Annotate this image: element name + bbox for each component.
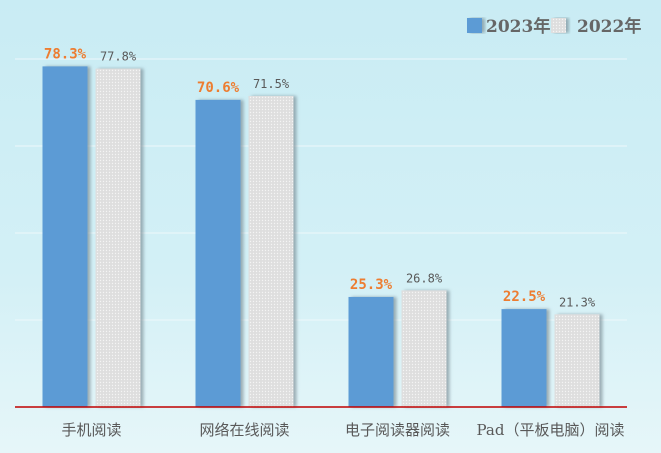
data-label: 26.8% (406, 271, 443, 285)
data-label: 78.3% (44, 46, 87, 62)
legend-label-2023: 2023年 (486, 16, 550, 37)
legend-swatch-2022 (551, 18, 566, 33)
bar-2023 (348, 296, 394, 407)
x-tick-label: 电子阅读器阅读 (345, 421, 450, 439)
data-label: 71.5% (253, 77, 290, 91)
bar-2022 (401, 290, 447, 407)
x-tick-label: 网络在线阅读 (199, 421, 289, 439)
data-label: 77.8% (100, 50, 137, 64)
x-tick-label: 手机阅读 (61, 421, 121, 439)
data-label: 21.3% (559, 295, 596, 309)
bar-2023 (195, 99, 241, 407)
bar-2022 (554, 314, 600, 407)
legend-label-2022: 2022年 (577, 16, 641, 37)
legend-swatch-2023 (467, 18, 482, 33)
bar-2022 (95, 68, 141, 407)
x-tick-label: Pad（平板电脑）阅读 (477, 421, 625, 439)
bar-2023 (42, 66, 88, 408)
data-label: 25.3% (350, 277, 393, 293)
bar-2023 (501, 309, 547, 407)
data-label: 22.5% (503, 289, 546, 305)
bar-2022 (248, 95, 294, 407)
data-label: 70.6% (197, 80, 240, 96)
